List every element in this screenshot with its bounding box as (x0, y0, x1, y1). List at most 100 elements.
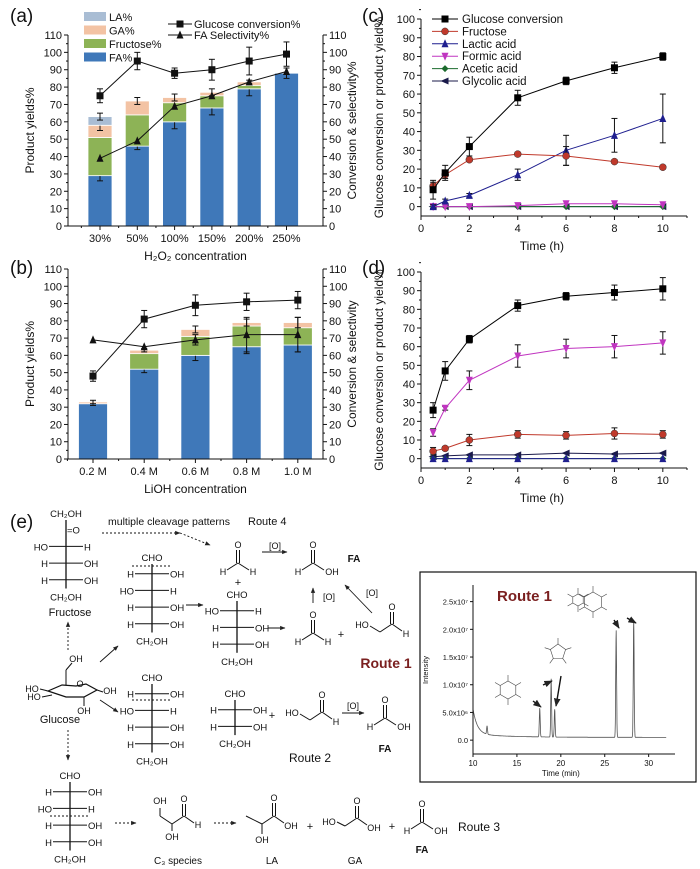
fischer-top: CHO (141, 673, 162, 684)
y-tick-label-right: 80 (329, 316, 341, 328)
data-point (659, 163, 667, 171)
y-tick-label: 10 (403, 183, 415, 195)
data-point (441, 169, 449, 177)
molecule-sketch-bond (601, 593, 608, 598)
x-tick-label: 10 (469, 759, 478, 768)
molecule-sketch-bond (494, 682, 501, 686)
y-tick-label-right: 110 (329, 30, 347, 42)
atom: HO (322, 817, 336, 827)
fischer-substituent: OH (170, 740, 184, 751)
legend-marker (440, 77, 449, 85)
atom: HO (27, 692, 41, 702)
y-axis-label: Product yields% (23, 87, 37, 173)
glycolaldehyde: HO O H (285, 690, 339, 727)
legend-marker (441, 27, 449, 36)
x-tick-label: 10 (657, 223, 669, 235)
legend-swatch (84, 25, 106, 35)
data-point (171, 101, 179, 110)
atom: O (309, 610, 316, 620)
x-tick-label: 4 (515, 475, 521, 487)
plus-sign: + (338, 629, 344, 641)
data-point (562, 431, 570, 440)
molecule-sketch-bond (562, 658, 567, 664)
y-tick-label: 90 (403, 286, 415, 298)
y-tick-label: 0 (56, 454, 62, 466)
molecule-sketch-bond (549, 658, 554, 664)
bond (96, 689, 104, 693)
inset-title: Route 1 (497, 588, 552, 605)
bar-fa (87, 175, 113, 227)
data-point (514, 302, 522, 310)
route-4-label: Route 4 (248, 516, 287, 528)
x-tick-label: 0.4 M (130, 466, 158, 478)
x-tick-label: 6 (563, 475, 569, 487)
series-formic-acid (429, 331, 667, 438)
formaldehyde: O H H (295, 610, 332, 647)
y-tick-label: 50 (403, 108, 415, 120)
panel-label: (b) (10, 258, 33, 279)
x-axis-label: Time (h) (520, 239, 564, 253)
data-point (133, 57, 141, 65)
y-tick-label: 0 (56, 221, 62, 233)
bond (245, 815, 263, 825)
y-tick-label: 2.0x10⁷ (443, 625, 469, 634)
atom: O (180, 794, 187, 804)
y-tick-label: 20 (403, 416, 415, 428)
legend-label: FA% (109, 53, 132, 65)
fischer-substituent: HO (120, 706, 134, 717)
atom: O (309, 540, 316, 550)
data-point (610, 157, 619, 166)
fischer-substituent: OH (170, 603, 184, 614)
data-point (283, 66, 290, 75)
y-tick-label: 40 (50, 385, 62, 397)
y-tick-label-right: 0 (329, 221, 335, 233)
reaction-arrow (179, 532, 211, 546)
data-point (610, 200, 618, 209)
legend-marker (441, 15, 449, 23)
data-point (441, 404, 449, 413)
data-point (562, 152, 570, 160)
bar-fa (162, 121, 188, 227)
y-tick-label-right: 60 (329, 117, 341, 129)
atom: O (381, 695, 388, 705)
ring-bonds (46, 683, 99, 698)
atom: H (325, 637, 332, 647)
y-tick-label: 60 (50, 350, 62, 362)
legend-swatch (84, 39, 106, 48)
fischer-substituent: H (84, 542, 91, 553)
y-axis-label: Glucose conversion or product yield% (372, 16, 386, 218)
y-tick-label-right: 30 (329, 402, 341, 414)
y-tick-label: 10 (50, 437, 62, 449)
y-tick-label-right: 20 (329, 186, 341, 198)
molecule-sketch-bond (544, 647, 551, 650)
fischer-substituent: OH (84, 559, 98, 570)
legend-marker (176, 20, 184, 28)
plus-sign: + (269, 710, 275, 722)
x-tick-label: 8 (611, 223, 617, 235)
formaldehyde: O H H (220, 540, 257, 577)
data-point (562, 454, 570, 463)
fischer-substituent: OH (88, 838, 102, 849)
fischer-substituent: H (45, 821, 52, 832)
fischer-substituent: =O (67, 526, 80, 537)
fa-label: FA (348, 554, 361, 565)
fructose-label: Fructose (49, 607, 92, 619)
y-tick-label: 100 (397, 267, 415, 279)
y-tick-label: 110 (44, 30, 62, 42)
oxidant-label: [O] (323, 592, 335, 602)
legend-label: Acetic acid (462, 64, 518, 76)
formic-acid: OH OH (404, 799, 448, 836)
fischer-top: CHO (141, 553, 162, 564)
data-point (465, 335, 473, 343)
chromatogram-inset: 0.0 5.0x10⁶ 1.0x10⁷ 1.5x10⁷ 2.0x10⁷ 2.5x10⁷ 10… (419, 571, 697, 783)
y-tick-label: 20 (50, 186, 62, 198)
atom: O (418, 799, 425, 809)
x-tick-label: 0 (418, 223, 424, 235)
peak-arrow (532, 699, 542, 708)
x-tick-label: 8 (611, 475, 617, 487)
atom: O (318, 690, 325, 700)
bond (379, 623, 393, 633)
molecule-sketch-icon (550, 643, 566, 659)
y-axis-label-right: Conversion & selectivity (345, 300, 359, 427)
